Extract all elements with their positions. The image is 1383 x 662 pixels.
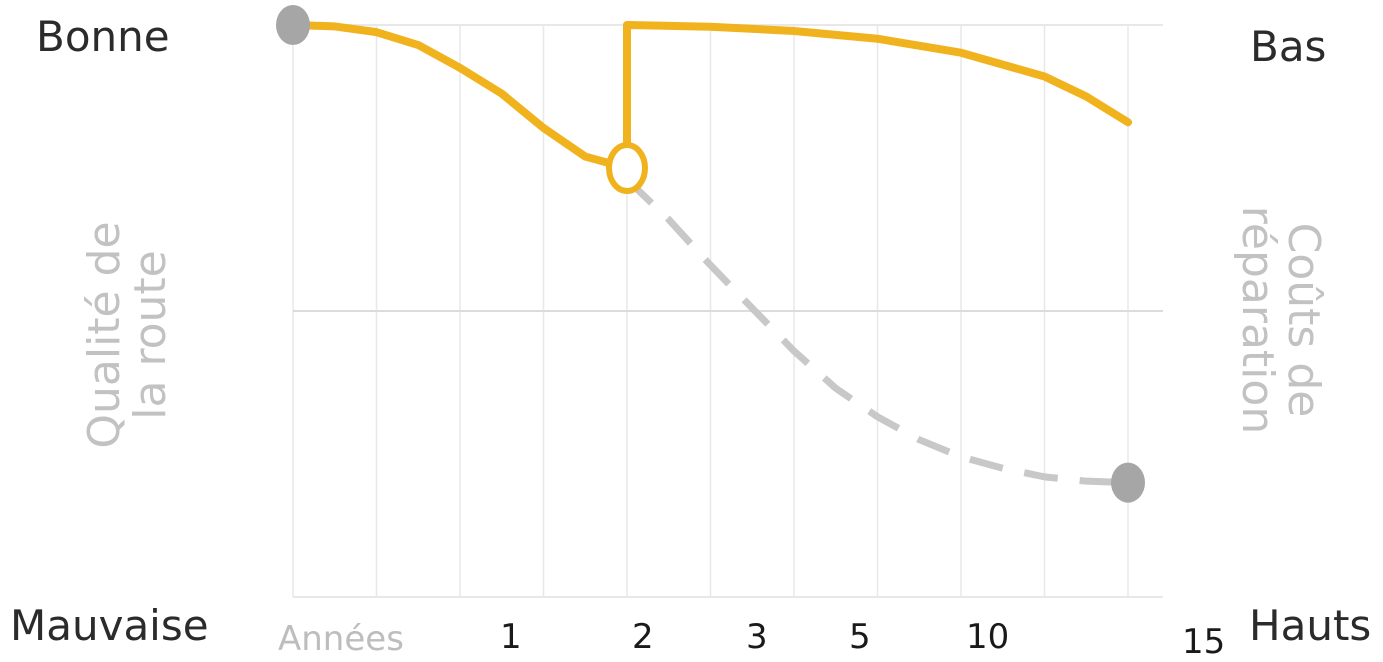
left-axis-title-line2: la route [125, 250, 176, 420]
marker-ring [606, 142, 648, 194]
x-tick-label: Années [278, 619, 404, 659]
x-tick-label: 3 [746, 617, 768, 657]
label-top-right: Bas [1250, 22, 1327, 71]
label-top-left: Bonne [36, 12, 170, 61]
right-axis-title: Coûts de réparation [1232, 205, 1330, 435]
markers [276, 5, 1145, 503]
x-tick-label: 2 [632, 617, 654, 657]
label-bottom-right: Hauts [1249, 601, 1372, 650]
label-bottom-left: Mauvaise [10, 601, 209, 650]
series-lines [289, 21, 1132, 487]
series-line-0 [289, 21, 631, 172]
marker-point [1111, 462, 1145, 503]
series-line-2 [624, 176, 1129, 487]
right-axis-title-line2: réparation [1232, 205, 1283, 435]
x-tick-label: 1 [500, 617, 522, 657]
left-axis-title-line1: Qualité de [78, 221, 130, 449]
grid [292, 24, 1163, 598]
x-tick-label: 15 [1182, 622, 1226, 662]
x-tick-label: 10 [966, 617, 1010, 657]
marker-point [276, 5, 310, 45]
x-tick-label: 5 [849, 617, 871, 657]
series-line-1 [623, 21, 1132, 172]
right-axis-title-line1: Coûts de [1278, 222, 1330, 418]
left-axis-title: Qualité de la route [78, 221, 176, 449]
